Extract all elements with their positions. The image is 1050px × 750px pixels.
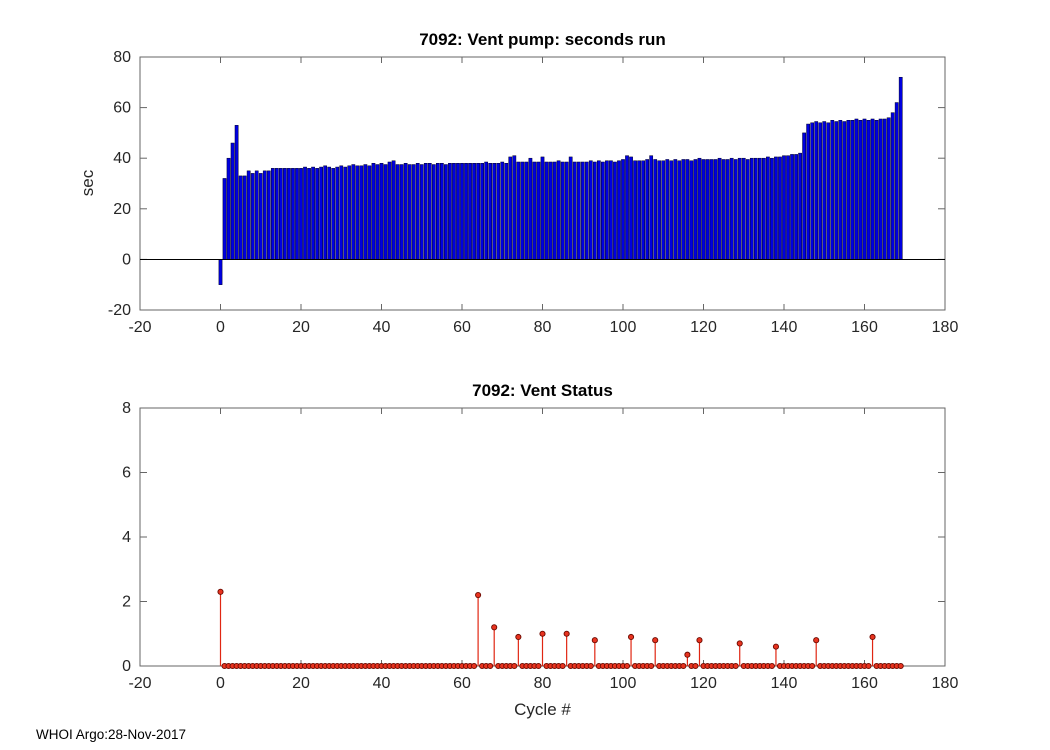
- vent-pump-bar-chart: -20 0 20 40 60 80 100 120 140 160 180 -20 0 20 40 60 80: [108, 49, 959, 336]
- x-tick-label: 60: [453, 675, 471, 692]
- x-axis-ticks: -20 0 20 40 60 80 100 120 140 160 180: [128, 408, 958, 692]
- x-tick-label: 60: [453, 319, 471, 336]
- y-tick-label: 40: [113, 150, 131, 167]
- x-tick-label: 100: [610, 319, 637, 336]
- x-tick-label: 40: [373, 675, 391, 692]
- x-tick-label: 160: [851, 675, 878, 692]
- x-tick-label: 180: [932, 319, 959, 336]
- y-tick-label: 6: [122, 465, 131, 482]
- y-tick-label: 8: [122, 400, 131, 417]
- x-tick-label: 40: [373, 319, 391, 336]
- x-tick-label: 100: [610, 675, 637, 692]
- x-tick-label: 140: [771, 675, 798, 692]
- x-tick-label: 0: [216, 319, 225, 336]
- y-tick-label: 60: [113, 100, 131, 117]
- bar-series: [140, 76, 945, 285]
- watermark-text: WHOI Argo:28-Nov-2017: [36, 727, 187, 742]
- y-axis-ticks: -20 0 20 40 60 80: [108, 49, 945, 319]
- y-tick-label: 20: [113, 201, 131, 218]
- x-tick-label: -20: [128, 319, 151, 336]
- y-tick-label: 4: [122, 529, 131, 546]
- x-tick-label: 120: [690, 319, 717, 336]
- y-tick-label: 0: [122, 251, 131, 268]
- stem-series: [217, 588, 904, 670]
- x-tick-label: 180: [932, 675, 959, 692]
- x-tick-label: 160: [851, 319, 878, 336]
- axes: [139, 407, 946, 667]
- x-tick-label: 0: [216, 675, 225, 692]
- x-tick-label: 20: [292, 319, 310, 336]
- x-tick-label: 80: [534, 319, 552, 336]
- y-tick-label: 0: [122, 658, 131, 675]
- y-axis-ticks: 0 2 4 6 8: [122, 400, 945, 675]
- y-tick-label: 2: [122, 594, 131, 611]
- vent-status-chart-title: 7092: Vent Status: [472, 381, 613, 400]
- x-tick-label: -20: [128, 675, 151, 692]
- x-tick-label: 120: [690, 675, 717, 692]
- x-tick-label: 140: [771, 319, 798, 336]
- x-tick-label: 20: [292, 675, 310, 692]
- x-axis-ticks: -20 0 20 40 60 80 100 120 140 160 180: [128, 57, 958, 336]
- vent-status-x-axis-label: Cycle #: [514, 700, 571, 719]
- y-tick-label: 80: [113, 49, 131, 66]
- x-tick-label: 80: [534, 675, 552, 692]
- y-tick-label: -20: [108, 302, 131, 319]
- vent-pump-chart-title: 7092: Vent pump: seconds run: [419, 30, 666, 49]
